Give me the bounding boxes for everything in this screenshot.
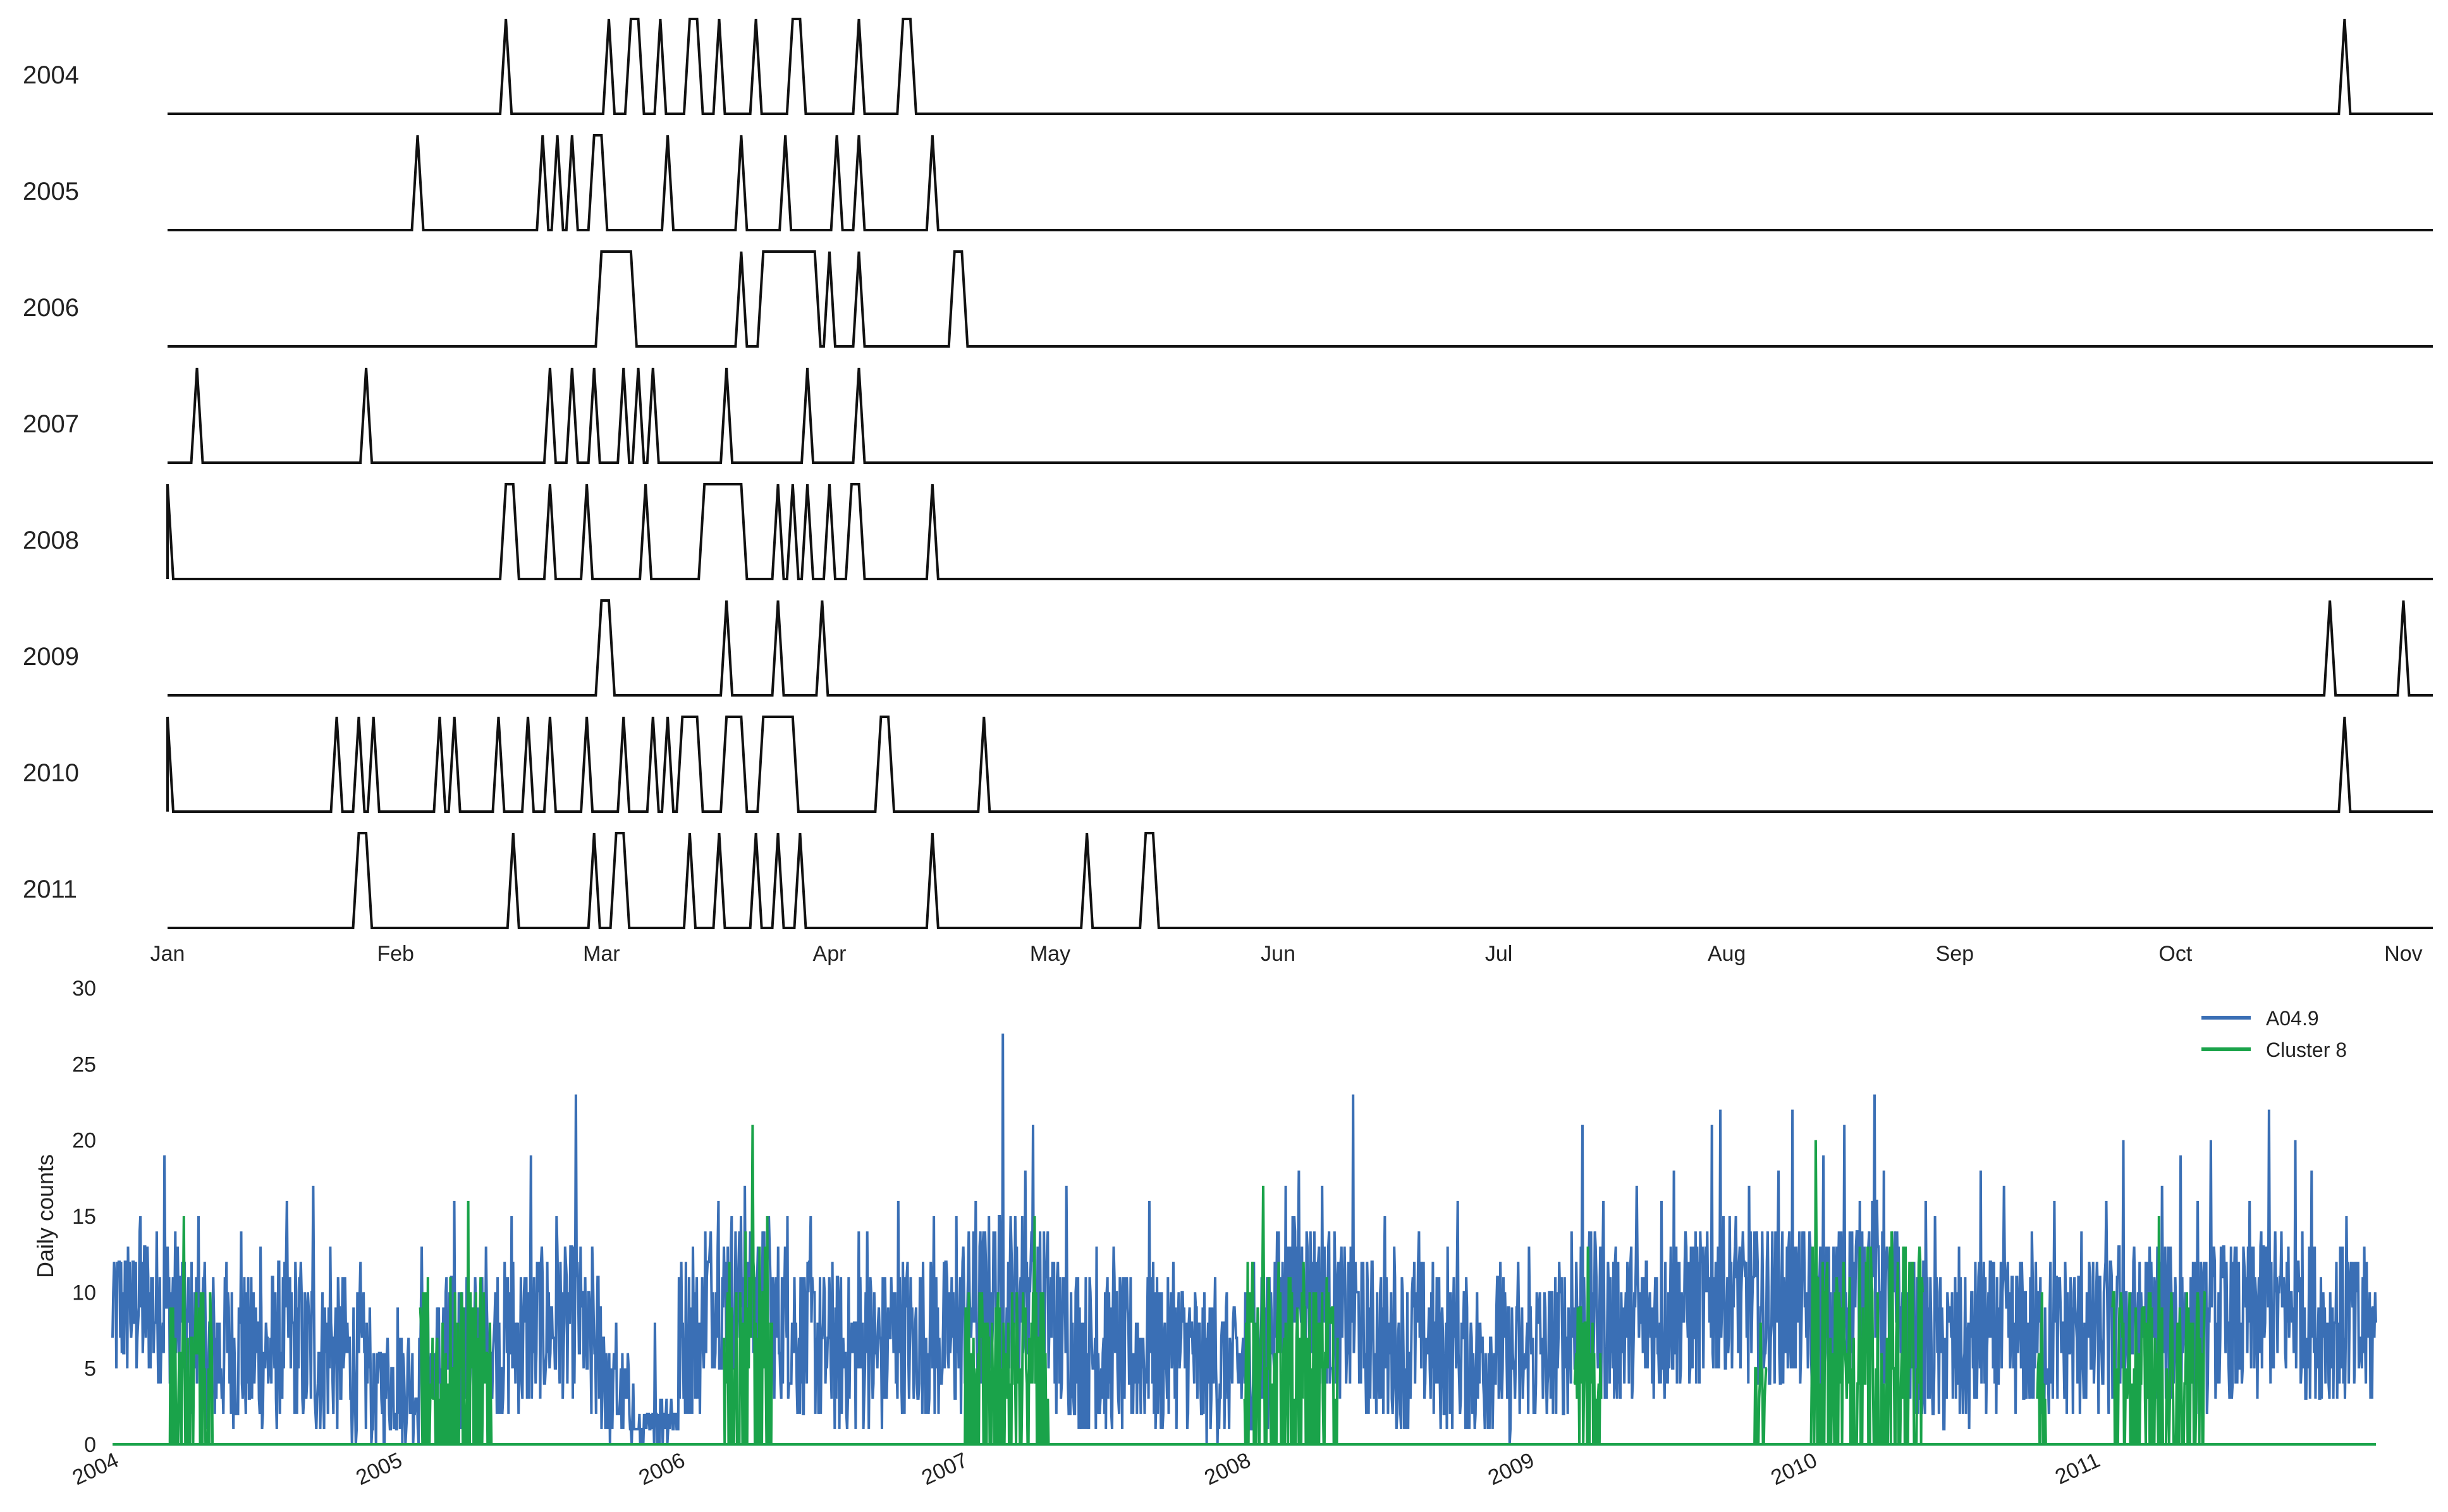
year-label-2006: 2006 <box>23 294 79 322</box>
year-label-2011: 2011 <box>23 875 77 903</box>
year-label-2004: 2004 <box>23 61 79 89</box>
month-tick-label-mar: Mar <box>583 942 620 966</box>
legend-label-a049: A04.9 <box>2266 1007 2319 1030</box>
raster-line-2004 <box>168 18 2433 115</box>
month-tick-label-jul: Jul <box>1485 942 1512 966</box>
x-tick-label-2010: 2010 <box>1767 1448 1821 1490</box>
raster-line-2006 <box>168 250 2433 348</box>
month-tick-label-sep: Sep <box>1936 942 1974 966</box>
month-tick-label-oct: Oct <box>2158 942 2192 966</box>
y-tick-label-10: 10 <box>72 1281 96 1305</box>
raster-line-2008 <box>166 483 2433 580</box>
legend: A04.9 Cluster 8 <box>2201 1007 2347 1061</box>
y-axis-title: Daily counts <box>32 1154 58 1278</box>
x-tick-label-2005: 2005 <box>352 1448 406 1490</box>
raster-line-2007 <box>168 367 2433 464</box>
month-tick-label-jan: Jan <box>150 942 185 966</box>
x-tick-label-2007: 2007 <box>918 1448 972 1490</box>
legend-label-cluster-8: Cluster 8 <box>2266 1039 2347 1061</box>
x-tick-label-2006: 2006 <box>635 1448 689 1490</box>
x-tick-label-2009: 2009 <box>1484 1448 1538 1490</box>
daily-counts-series-group <box>111 1033 2377 1446</box>
month-tick-label-nov: Nov <box>2384 942 2422 966</box>
year-label-2005: 2005 <box>23 178 79 205</box>
year-label-2007: 2007 <box>23 410 79 438</box>
raster-line-2005 <box>168 134 2433 231</box>
x-tick-label-2008: 2008 <box>1201 1448 1254 1490</box>
year-label-2008: 2008 <box>23 527 79 554</box>
y-tick-label-25: 25 <box>72 1052 96 1076</box>
raster-line-2010 <box>166 716 2433 813</box>
yearly-event-raster: 2004 2005 2006 2007 2008 2009 2010 2011 Jan Feb Ma… <box>23 18 2433 966</box>
month-tick-label-jun: Jun <box>1261 942 1295 966</box>
y-tick-label-20: 20 <box>72 1129 96 1153</box>
year-label-2009: 2009 <box>23 643 79 671</box>
y-tick-label-15: 15 <box>72 1205 96 1229</box>
series-line-cluster-8 <box>113 1125 2376 1446</box>
y-tick-label-30: 30 <box>72 977 96 1001</box>
raster-line-2011 <box>168 832 2433 929</box>
y-tick-label-5: 5 <box>84 1357 96 1381</box>
month-tick-label-aug: Aug <box>1708 942 1746 966</box>
month-tick-label-may: May <box>1030 942 1070 966</box>
y-tick-label-0: 0 <box>84 1433 96 1457</box>
x-tick-label-2011: 2011 <box>2052 1448 2103 1489</box>
year-label-2010: 2010 <box>23 759 79 787</box>
raster-line-2009 <box>168 599 2433 697</box>
month-tick-label-feb: Feb <box>377 942 414 966</box>
month-tick-label-apr: Apr <box>813 942 847 966</box>
